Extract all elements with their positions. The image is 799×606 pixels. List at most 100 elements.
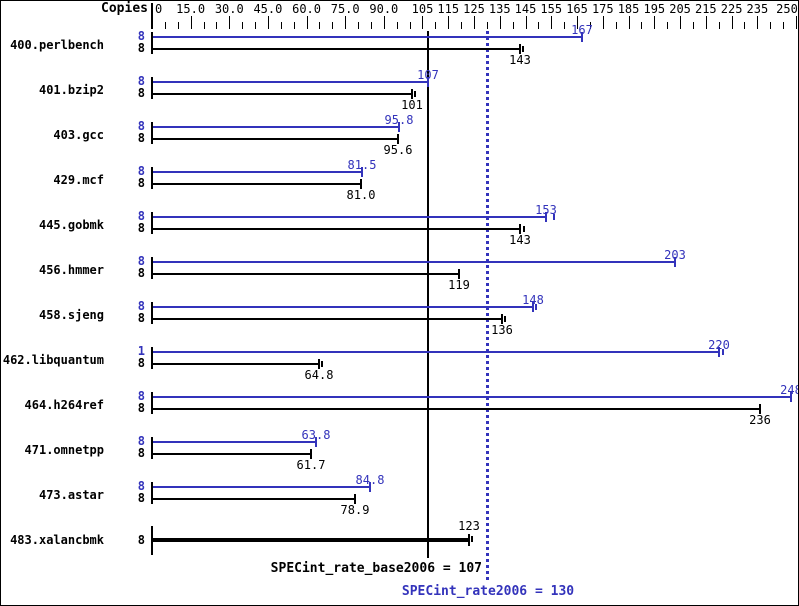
peak-bar-end-serif <box>545 212 547 222</box>
axis-major-tick <box>680 16 681 29</box>
base-bar-end-serif <box>458 269 460 279</box>
copies-value-base: 8 <box>137 266 145 280</box>
peak-run-mark <box>722 349 724 355</box>
axis-minor-tick <box>744 22 745 29</box>
axis-major-tick <box>654 16 655 29</box>
row-baseline <box>151 167 153 189</box>
base-bar-end-serif <box>519 44 521 54</box>
copies-value-peak: 8 <box>137 299 145 313</box>
axis-minor-tick <box>397 22 398 29</box>
peak-value-label: 203 <box>664 248 686 262</box>
row-baseline <box>151 257 153 279</box>
benchmark-label: 473.astar <box>38 488 104 502</box>
axis-major-tick <box>732 16 733 29</box>
axis-tick-label: 125 <box>463 2 485 16</box>
peak-run-mark <box>535 304 537 310</box>
base-bar <box>153 538 469 542</box>
axis-tick-label: 105 <box>411 2 434 16</box>
peak-value-label: 95.8 <box>384 113 414 127</box>
copies-value-peak: 8 <box>137 119 145 133</box>
axis-tick-label: 235 <box>746 2 769 16</box>
row-baseline <box>151 347 153 369</box>
base-value-label: 143 <box>509 233 531 247</box>
copies-value-peak: 1 <box>137 344 145 358</box>
peak-bar-end-serif <box>581 32 583 42</box>
row-baseline <box>151 302 153 324</box>
copies-value-base: 8 <box>137 41 145 55</box>
base-run-mark <box>523 226 525 232</box>
axis-minor-tick <box>410 22 411 29</box>
base-value-label: 101 <box>401 98 423 112</box>
axis-minor-tick <box>461 22 462 29</box>
copies-value-peak: 8 <box>137 434 145 448</box>
benchmark-label: 429.mcf <box>53 173 104 187</box>
axis-major-tick <box>307 16 308 29</box>
axis-zero-line <box>151 3 153 29</box>
base-run-mark <box>471 536 473 542</box>
row-baseline <box>151 122 153 144</box>
base-bar-end-serif <box>468 534 470 546</box>
peak-run-mark <box>553 214 555 220</box>
axis-major-tick <box>191 16 192 29</box>
peak-value-label: 248 <box>780 383 798 397</box>
axis-minor-tick <box>538 22 539 29</box>
base-value-label: 136 <box>491 323 513 337</box>
axis-major-tick <box>551 16 552 29</box>
base-bar-end-serif <box>310 449 312 459</box>
benchmark-label: 458.sjeng <box>38 308 104 322</box>
benchmark-label: 400.perlbench <box>10 38 104 52</box>
peak-bar <box>153 126 399 128</box>
base-value-label: 236 <box>749 413 771 427</box>
axis-tick-label: 205 <box>669 2 691 16</box>
axis-minor-tick <box>783 22 784 29</box>
copies-value-peak: 8 <box>137 29 145 43</box>
base-value-label: 81.0 <box>346 188 376 202</box>
peak-bar-end-serif <box>532 302 534 312</box>
base-bar-end-serif <box>501 314 503 324</box>
axis-minor-tick <box>719 22 720 29</box>
peak-bar <box>153 396 791 398</box>
axis-tick-label: 115 <box>437 2 460 16</box>
axis-major-tick <box>500 16 501 29</box>
benchmark-label: 456.hmmer <box>38 263 104 277</box>
axis-major-tick <box>757 16 758 29</box>
copies-value-peak: 8 <box>137 389 145 403</box>
axis-tick-label: 30.0 <box>214 2 244 16</box>
axis-minor-tick <box>435 22 436 29</box>
peak-bar-end-serif <box>315 437 317 447</box>
axis-major-tick <box>577 16 578 29</box>
peak-bar <box>153 486 370 488</box>
axis-tick-label: 195 <box>643 2 666 16</box>
base-bar-end-serif <box>411 89 413 99</box>
base-value-label: 78.9 <box>340 503 370 517</box>
base-value-label: 143 <box>509 53 531 67</box>
axis-major-tick <box>526 16 527 29</box>
base-bar <box>153 138 398 140</box>
axis-tick-label: 0 <box>155 2 163 16</box>
axis-tick-label: 155 <box>540 2 563 16</box>
base-bar <box>153 363 319 365</box>
peak-value-label: 107 <box>417 68 439 82</box>
axis-major-tick <box>629 16 630 29</box>
axis-tick-label: 45.0 <box>253 2 283 16</box>
peak-bar <box>153 306 533 308</box>
axis-minor-tick <box>693 22 694 29</box>
axis-tick-label: 75.0 <box>330 2 360 16</box>
axis-major-tick <box>603 16 604 29</box>
axis-minor-tick <box>564 22 565 29</box>
axis-minor-tick <box>319 22 320 29</box>
copies-value-base: 8 <box>137 131 145 145</box>
copies-value-peak: 8 <box>137 209 145 223</box>
axis-minor-tick <box>487 22 488 29</box>
peak-bar-end-serif <box>398 122 400 132</box>
axis-minor-tick <box>281 22 282 29</box>
base-bar-end-serif <box>354 494 356 504</box>
axis-minor-tick <box>358 22 359 29</box>
copies-value-base: 8 <box>137 533 145 547</box>
axis-minor-tick <box>513 22 514 29</box>
base-value-label: 61.7 <box>296 458 326 472</box>
copies-value-base: 8 <box>137 176 145 190</box>
axis-minor-tick <box>667 22 668 29</box>
axis-tick-label: 15.0 <box>176 2 206 16</box>
axis-minor-tick <box>242 22 243 29</box>
